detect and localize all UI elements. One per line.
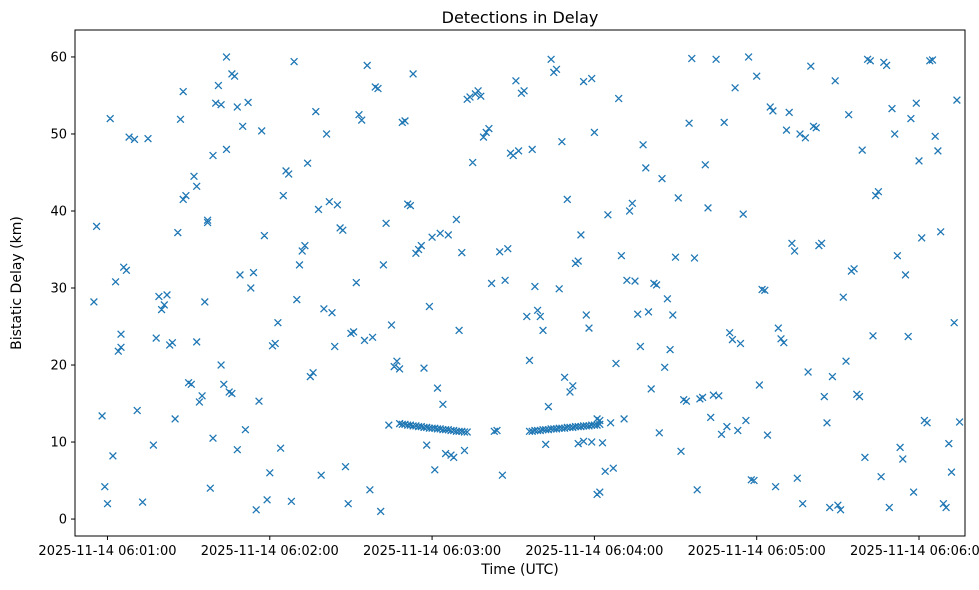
x-tick-label: 2025-11-14 06:05:00: [688, 544, 826, 559]
axes-box: [74, 29, 966, 537]
x-tick-label: 2025-11-14 06:01:00: [38, 544, 176, 559]
chart-title: Detections in Delay: [441, 8, 599, 27]
x-axis-label: Time (UTC): [481, 562, 559, 578]
scatter-points: [90, 53, 964, 516]
y-axis-ticks: 0 10 20 30 40 50 60: [50, 50, 75, 528]
y-tick-label: 20: [50, 359, 67, 374]
y-tick-label: 30: [50, 282, 67, 297]
y-tick-label: 50: [50, 127, 67, 142]
y-tick-label: 0: [59, 513, 67, 528]
y-tick-label: 60: [50, 50, 67, 65]
x-tick-label: 2025-11-14 06:02:00: [201, 544, 339, 559]
y-tick-label: 10: [50, 436, 67, 451]
x-tick-label: 2025-11-14 06:03:00: [363, 544, 501, 559]
x-axis-ticks: 2025-11-14 06:01:00 2025-11-14 06:02:00 20…: [38, 536, 979, 559]
y-axis-label: Bistatic Delay (km): [9, 216, 25, 350]
x-tick-label: 2025-11-14 06:04:00: [525, 544, 663, 559]
x-tick-label: 2025-11-14 06:06:00: [850, 544, 979, 559]
y-tick-label: 40: [50, 204, 67, 219]
